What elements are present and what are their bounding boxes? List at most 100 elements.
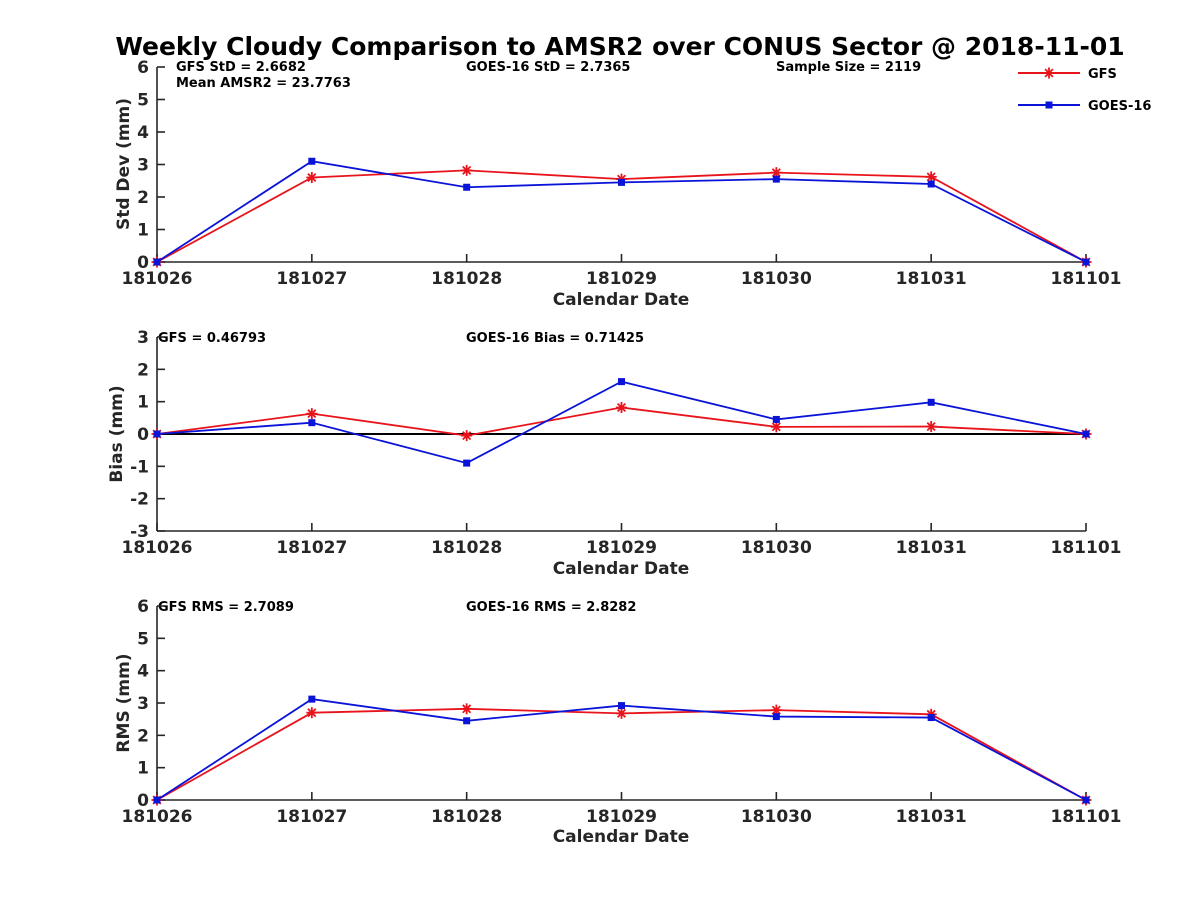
rms-x-axis-label: Calendar Date xyxy=(553,827,690,847)
rms-x-tick-label: 181031 xyxy=(896,807,967,827)
std-annotation-gfs-std: GFS StD = 2.6682 xyxy=(176,60,306,75)
rms-goes-point xyxy=(463,717,471,725)
rms-x-tick-label: 181026 xyxy=(122,807,193,827)
bias-goes-point xyxy=(308,419,316,427)
bias-y-axis-label: Bias (mm) xyxy=(107,385,127,482)
std-dev-panel: GFS StD = 2.6682 Mean AMSR2 = 23.7763 GO… xyxy=(114,58,1121,310)
std-x-tick-label: 181026 xyxy=(122,269,193,289)
std-x-tick-label: 181029 xyxy=(586,269,657,289)
bias-goes-point xyxy=(153,430,161,438)
bias-goes-point xyxy=(927,398,935,406)
rms-gfs-point xyxy=(616,707,627,719)
bias-x-tick-label: 181026 xyxy=(122,538,193,558)
std-y-tick-label: 0 xyxy=(137,253,149,273)
std-annotation-goes-std: GOES-16 StD = 2.7365 xyxy=(466,60,630,75)
std-y-tick-label: 2 xyxy=(137,188,149,208)
legend-marker-gfs-asterisk xyxy=(1043,67,1055,79)
bias-x-tick-label: 181028 xyxy=(431,538,502,558)
bias-x-axis-label: Calendar Date xyxy=(553,559,690,579)
legend-marker-gfs xyxy=(1043,67,1055,79)
rms-y-tick-label: 5 xyxy=(137,629,149,649)
std-goes-point xyxy=(308,157,316,165)
rms-goes-point xyxy=(618,702,625,710)
bias-x-tick-label: 181029 xyxy=(586,538,657,558)
rms-goes-point xyxy=(153,796,161,804)
bias-y-tick-label: 2 xyxy=(137,360,149,380)
std-goes-point xyxy=(1082,258,1090,266)
std-goes-point xyxy=(463,183,471,191)
rms-goes-point xyxy=(927,714,935,722)
bias-y-tick-label: -1 xyxy=(130,457,149,477)
bias-goes-line xyxy=(156,380,1087,465)
rms-annotation-goes: GOES-16 RMS = 2.8282 xyxy=(466,600,636,615)
bias-y-tick-label: 1 xyxy=(137,393,149,413)
bias-x-tick-label: 181030 xyxy=(741,538,812,558)
std-y-tick-label: 6 xyxy=(137,58,149,78)
std-x-tick-label: 181028 xyxy=(431,269,502,289)
rms-gfs-point xyxy=(306,707,318,719)
std-x-tick-label: 181031 xyxy=(896,269,967,289)
bias-goes-point xyxy=(772,415,780,423)
rms-y-tick-label: 4 xyxy=(137,662,149,682)
bias-y-tick-label: 0 xyxy=(137,425,149,445)
legend-label-gfs: GFS xyxy=(1088,67,1117,82)
std-y-tick-label: 5 xyxy=(137,91,149,111)
bias-goes-point xyxy=(1082,430,1090,438)
std-y-tick-label: 3 xyxy=(137,156,149,176)
rms-y-tick-label: 6 xyxy=(137,597,149,617)
bias-gfs-point xyxy=(770,421,782,433)
rms-annotation-gfs: GFS RMS = 2.7089 xyxy=(158,600,294,615)
bias-annotation-goes: GOES-16 Bias = 0.71425 xyxy=(466,331,644,346)
bias-y-tick-label: -3 xyxy=(130,522,149,542)
bias-goes-point xyxy=(618,378,625,386)
std-x-tick-label: 181030 xyxy=(741,269,812,289)
std-annotation-mean-amsr2: Mean AMSR2 = 23.7763 xyxy=(176,76,351,91)
rms-y-axis-label: RMS (mm) xyxy=(114,653,134,752)
bias-x-tick-label: 181101 xyxy=(1051,538,1122,558)
bias-gfs-point xyxy=(461,430,473,442)
bias-annotation-gfs: GFS = 0.46793 xyxy=(158,331,266,346)
std-goes-point xyxy=(927,180,935,188)
std-y-axis-label: Std Dev (mm) xyxy=(114,98,134,230)
bias-x-tick-label: 181027 xyxy=(276,538,347,558)
rms-x-tick-label: 181027 xyxy=(276,807,347,827)
bias-x-tick-label: 181031 xyxy=(896,538,967,558)
legend: GFS GOES-16 xyxy=(1018,67,1151,114)
std-goes-point xyxy=(153,258,161,266)
rms-x-tick-label: 181101 xyxy=(1051,807,1122,827)
bias-y-tick-label: -2 xyxy=(130,490,149,510)
std-x-tick-label: 181027 xyxy=(276,269,347,289)
legend-marker-goes xyxy=(1045,101,1053,109)
std-goes-point xyxy=(618,178,625,186)
figure-title: Weekly Cloudy Comparison to AMSR2 over C… xyxy=(115,32,1124,61)
rms-goes-point xyxy=(772,713,780,721)
bias-gfs-point xyxy=(616,401,627,413)
std-y-tick-label: 1 xyxy=(137,221,149,241)
rms-gfs-point xyxy=(461,703,473,715)
legend-label-goes: GOES-16 xyxy=(1088,99,1151,114)
bias-gfs-point xyxy=(306,408,318,420)
rms-y-tick-label: 3 xyxy=(137,694,149,714)
rms-x-tick-label: 181028 xyxy=(431,807,502,827)
bias-gfs-point xyxy=(925,421,937,433)
rms-y-tick-label: 1 xyxy=(137,759,149,779)
rms-panel: GFS RMS = 2.7089 GOES-16 RMS = 2.8282 RM… xyxy=(114,597,1121,847)
rms-gfs-line xyxy=(156,707,1087,801)
bias-goes-point xyxy=(463,459,471,467)
std-gfs-point xyxy=(306,172,318,183)
rms-goes-point xyxy=(1082,796,1090,804)
bias-panel: GFS = 0.46793 GOES-16 Bias = 0.71425 Bia… xyxy=(107,328,1121,579)
std-x-tick-label: 181101 xyxy=(1051,269,1122,289)
std-y-tick-label: 4 xyxy=(137,123,149,143)
rms-x-tick-label: 181030 xyxy=(741,807,812,827)
std-x-axis-label: Calendar Date xyxy=(553,290,690,310)
rms-y-tick-label: 0 xyxy=(137,791,149,811)
rms-x-tick-label: 181029 xyxy=(586,807,657,827)
rms-y-tick-label: 2 xyxy=(137,726,149,746)
bias-y-tick-label: 3 xyxy=(137,328,149,348)
rms-goes-point xyxy=(308,695,316,703)
std-goes-point xyxy=(772,175,780,183)
std-gfs-point xyxy=(461,164,473,176)
std-annotation-sample-size: Sample Size = 2119 xyxy=(776,60,921,75)
